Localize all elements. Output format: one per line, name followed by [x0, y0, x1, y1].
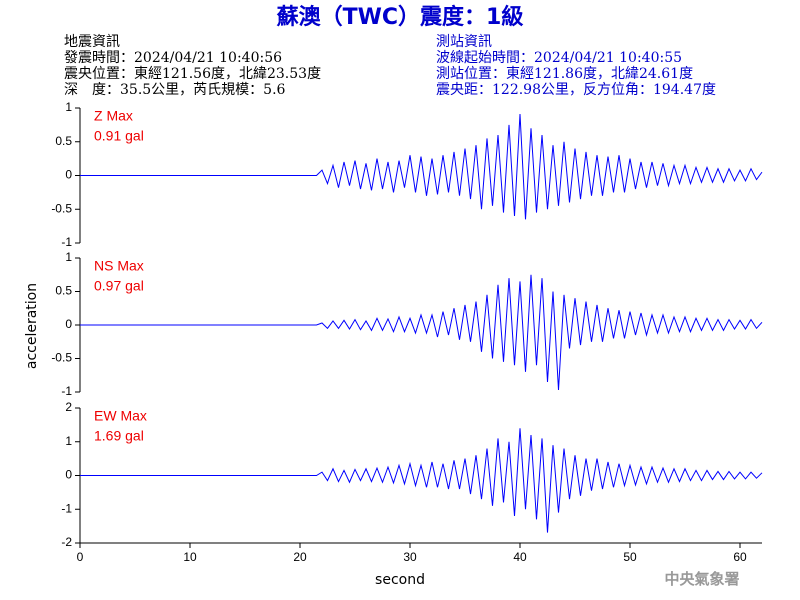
- x-tick-label: 10: [183, 550, 197, 564]
- y-tick-label: -0.5: [51, 201, 72, 215]
- x-tick-label: 50: [623, 550, 637, 564]
- x-tick-label: 20: [293, 550, 307, 564]
- event-info: 地震資訊: [64, 34, 120, 50]
- y-tick-label: -0.5: [51, 351, 72, 365]
- event-info: 深 度：35.5公里，芮氏規模：5.6: [64, 81, 286, 98]
- y-tick-label: 0.5: [55, 134, 72, 148]
- y-tick-label: -2: [61, 535, 72, 549]
- station-info: 波線起始時間：2024/04/21 10:40:55: [436, 50, 682, 66]
- annotation: EW Max: [94, 408, 147, 424]
- y-tick-label: 0.5: [55, 284, 72, 298]
- y-tick-label: 0: [65, 468, 72, 482]
- y-tick-label: -1: [61, 235, 72, 249]
- y-tick-label: -1: [61, 501, 72, 515]
- event-info: 震央位置：東經121.56度，北緯23.53度: [64, 66, 321, 82]
- event-info: 發震時間：2024/04/21 10:40:56: [64, 50, 282, 66]
- y-tick-label: 0: [65, 317, 72, 331]
- y-tick-label: 1: [65, 100, 72, 114]
- y-tick-label: 0: [65, 168, 72, 182]
- y-tick-label: 1: [65, 434, 72, 448]
- annotation: 1.69 gal: [94, 428, 144, 444]
- waveform: [80, 428, 763, 533]
- station-info: 震央距：122.98公里，反方位角：194.47度: [436, 82, 716, 98]
- y-tick-label: -1: [61, 384, 72, 398]
- agency: 中央氣象署: [664, 570, 739, 588]
- x-tick-label: 0: [77, 550, 84, 564]
- x-axis-label: second: [375, 572, 425, 588]
- x-tick-label: 40: [513, 550, 527, 564]
- station-info: 測站資訊: [436, 34, 492, 50]
- annotation: 0.97 gal: [94, 278, 144, 294]
- annotation: Z Max: [94, 108, 133, 124]
- annotation: NS Max: [94, 258, 144, 274]
- x-tick-label: 60: [733, 550, 747, 564]
- waveform: [80, 114, 763, 220]
- waveform: [80, 274, 763, 391]
- station-info: 測站位置：東經121.86度，北緯24.61度: [436, 66, 693, 82]
- y-axis-label: acceleration: [24, 283, 40, 369]
- y-tick-label: 1: [65, 250, 72, 264]
- annotation: 0.91 gal: [94, 128, 144, 144]
- title: 蘇澳（TWC）震度：1級: [276, 4, 524, 30]
- x-tick-label: 30: [403, 550, 417, 564]
- y-tick-label: 2: [65, 400, 72, 414]
